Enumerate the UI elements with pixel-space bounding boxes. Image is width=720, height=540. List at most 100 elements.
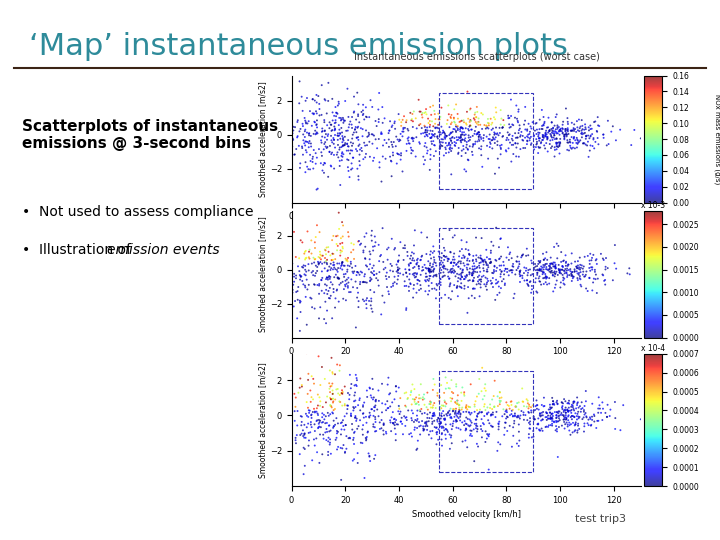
Point — [569, 427, 580, 436]
Point — [410, 152, 421, 161]
Point — [428, 247, 440, 255]
Point — [562, 412, 574, 421]
Point — [359, 115, 370, 124]
Point — [481, 434, 492, 443]
Point — [425, 403, 436, 412]
Point — [549, 127, 561, 136]
Point — [542, 414, 554, 423]
Point — [325, 162, 337, 171]
Point — [336, 389, 347, 397]
Point — [541, 134, 553, 143]
Point — [527, 118, 539, 126]
Point — [536, 267, 547, 275]
Point — [465, 125, 477, 134]
Point — [605, 406, 616, 414]
Point — [455, 133, 467, 142]
Point — [480, 387, 492, 395]
Point — [383, 244, 395, 252]
Point — [412, 279, 423, 288]
Point — [467, 265, 478, 274]
Point — [297, 150, 309, 159]
Point — [466, 269, 477, 278]
Point — [366, 269, 378, 278]
Point — [525, 122, 536, 131]
Point — [335, 246, 346, 255]
Point — [444, 411, 455, 420]
Point — [467, 271, 478, 279]
Point — [564, 138, 576, 147]
Point — [344, 262, 356, 271]
Point — [325, 266, 336, 274]
Point — [564, 418, 575, 427]
Point — [583, 264, 595, 272]
Point — [382, 283, 393, 292]
Point — [428, 242, 439, 251]
Point — [330, 395, 341, 404]
Point — [408, 137, 419, 145]
Point — [336, 425, 347, 434]
Point — [577, 267, 589, 276]
Point — [564, 267, 576, 275]
Point — [531, 138, 543, 146]
Point — [469, 127, 481, 136]
Point — [327, 369, 338, 378]
Point — [300, 271, 312, 280]
Point — [408, 134, 420, 143]
Point — [397, 420, 408, 428]
Point — [419, 128, 431, 137]
Point — [490, 256, 502, 265]
Point — [500, 418, 511, 427]
Point — [536, 136, 548, 144]
Point — [429, 423, 441, 431]
Point — [503, 114, 514, 123]
Point — [286, 258, 297, 267]
Point — [337, 242, 348, 251]
Point — [569, 413, 580, 421]
Point — [316, 286, 328, 295]
Point — [577, 139, 589, 147]
Point — [291, 431, 302, 440]
Point — [366, 103, 378, 111]
Point — [580, 387, 592, 395]
Point — [449, 259, 460, 267]
Point — [538, 133, 549, 142]
Point — [331, 266, 343, 274]
Point — [415, 107, 426, 116]
Point — [377, 380, 388, 388]
Point — [348, 109, 359, 117]
Point — [544, 127, 555, 136]
Point — [599, 275, 611, 284]
Point — [411, 416, 423, 425]
Point — [286, 119, 297, 127]
Point — [561, 132, 572, 141]
Point — [325, 132, 337, 140]
Point — [562, 125, 574, 134]
Point — [491, 408, 503, 416]
Point — [483, 255, 495, 264]
Point — [487, 241, 499, 250]
Point — [424, 268, 436, 277]
Point — [567, 412, 579, 421]
Point — [531, 404, 543, 413]
Point — [379, 264, 391, 272]
Point — [570, 409, 581, 417]
Point — [497, 132, 508, 141]
Point — [456, 383, 468, 391]
Point — [287, 126, 299, 135]
Point — [341, 409, 353, 418]
Point — [554, 267, 565, 276]
Point — [333, 298, 344, 306]
Point — [286, 398, 297, 407]
Point — [582, 287, 593, 295]
Point — [344, 149, 356, 158]
Point — [557, 402, 568, 410]
Point — [510, 270, 521, 279]
Point — [456, 396, 467, 405]
Point — [413, 394, 425, 403]
Point — [558, 256, 570, 265]
Point — [568, 126, 580, 135]
Point — [561, 418, 572, 427]
Point — [341, 146, 353, 155]
Point — [286, 250, 297, 259]
Point — [369, 403, 381, 411]
